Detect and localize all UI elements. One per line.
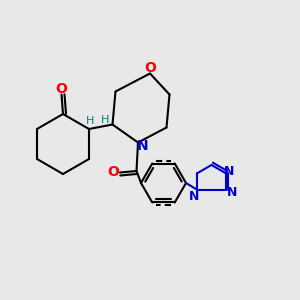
Text: H: H — [86, 116, 95, 127]
Text: N: N — [224, 165, 234, 178]
Text: N: N — [137, 139, 148, 152]
Text: O: O — [107, 166, 119, 179]
Text: O: O — [144, 61, 156, 74]
Text: N: N — [189, 190, 200, 203]
Text: H: H — [101, 115, 109, 125]
Text: O: O — [56, 82, 68, 96]
Text: N: N — [227, 186, 238, 199]
